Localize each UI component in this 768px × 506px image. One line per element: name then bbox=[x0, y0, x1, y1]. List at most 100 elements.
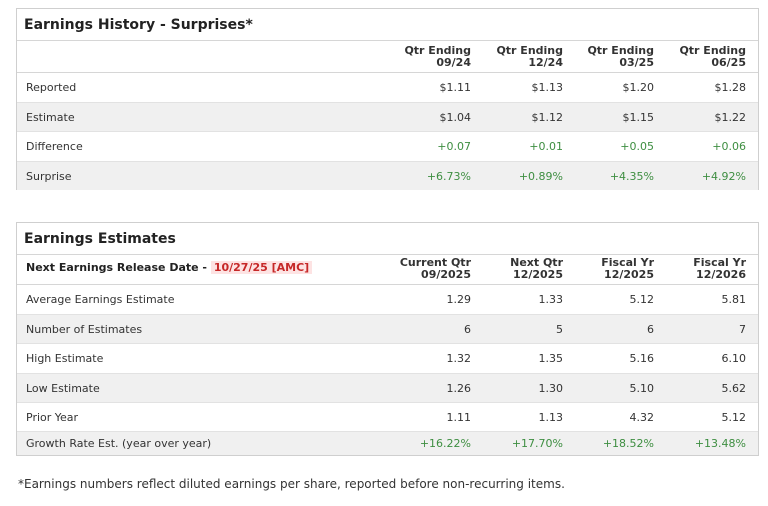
table-cell: $1.13 bbox=[531, 81, 564, 94]
row-divider bbox=[17, 431, 758, 432]
table-cell: +4.35% bbox=[609, 169, 654, 183]
table-cell: $1.20 bbox=[622, 81, 655, 94]
history-col-header-2-line2: 12/24 bbox=[528, 56, 563, 69]
title-divider bbox=[17, 254, 758, 255]
estimates-col-header-1: Current Qtr 09/2025 bbox=[371, 257, 471, 281]
history-col-header-3-line2: 03/25 bbox=[619, 56, 654, 69]
row-divider bbox=[17, 343, 758, 344]
row-divider bbox=[17, 161, 758, 162]
table-row: Growth Rate Est. (year over year) +16.22… bbox=[17, 432, 758, 455]
table-cell: 5.12 bbox=[629, 293, 655, 306]
estimates-col-header-3-line1: Fiscal Yr bbox=[601, 256, 654, 269]
table-cell: 1.13 bbox=[538, 410, 564, 424]
estimates-col-header-4: Fiscal Yr 12/2026 bbox=[646, 257, 746, 281]
table-cell: 1.29 bbox=[446, 293, 472, 306]
row-divider bbox=[17, 102, 758, 103]
row-label: Number of Estimates bbox=[26, 322, 143, 336]
table-row: Average Earnings Estimate 1.29 1.33 5.12… bbox=[17, 285, 758, 314]
header-divider bbox=[17, 284, 758, 285]
row-divider bbox=[17, 314, 758, 315]
table-cell: $1.12 bbox=[531, 110, 564, 124]
table-cell: 4.32 bbox=[629, 410, 655, 424]
estimates-col-header-2-line2: 12/2025 bbox=[513, 268, 563, 281]
row-label: Average Earnings Estimate bbox=[26, 293, 175, 306]
table-row: Number of Estimates 6 5 6 7 bbox=[17, 315, 758, 343]
history-col-header-2-line1: Qtr Ending bbox=[496, 44, 563, 57]
table-cell: 1.26 bbox=[446, 381, 472, 395]
table-cell: +13.48% bbox=[694, 437, 746, 450]
row-label: Difference bbox=[26, 140, 83, 153]
table-row: Surprise +6.73% +0.89% +4.35% +4.92% bbox=[17, 162, 758, 190]
estimates-col-header-4-line2: 12/2026 bbox=[696, 268, 746, 281]
table-cell: 7 bbox=[739, 322, 746, 336]
table-cell: $1.28 bbox=[714, 81, 747, 94]
earnings-estimates-panel: Earnings Estimates Next Earnings Release… bbox=[16, 222, 759, 456]
next-release-date: 10/27/25 [AMC] bbox=[210, 261, 313, 274]
table-cell: 5.16 bbox=[629, 352, 655, 365]
table-row: Reported $1.11 $1.13 $1.20 $1.28 bbox=[17, 73, 758, 102]
history-col-header-1-line1: Qtr Ending bbox=[404, 44, 471, 57]
table-cell: +18.52% bbox=[602, 437, 654, 450]
row-divider bbox=[17, 402, 758, 403]
estimates-col-header-3: Fiscal Yr 12/2025 bbox=[554, 257, 654, 281]
earnings-history-title: Earnings History - Surprises* bbox=[24, 17, 253, 33]
history-col-header-1: Qtr Ending 09/24 bbox=[371, 45, 471, 69]
estimates-col-header-2: Next Qtr 12/2025 bbox=[463, 257, 563, 281]
earnings-estimates-title: Earnings Estimates bbox=[24, 231, 176, 247]
history-col-header-1-line2: 09/24 bbox=[436, 56, 471, 69]
table-cell: 1.35 bbox=[538, 352, 564, 365]
table-cell: $1.04 bbox=[439, 110, 472, 124]
table-cell: +0.89% bbox=[518, 169, 563, 183]
table-cell: +16.22% bbox=[419, 437, 471, 450]
earnings-history-panel: Earnings History - Surprises* Qtr Ending… bbox=[16, 8, 759, 190]
footnote: *Earnings numbers reflect diluted earnin… bbox=[18, 477, 565, 491]
row-label: High Estimate bbox=[26, 352, 104, 365]
table-cell: $1.11 bbox=[439, 81, 472, 94]
next-release-line: Next Earnings Release Date - 10/27/25 [A… bbox=[26, 261, 313, 274]
table-cell: +17.70% bbox=[511, 437, 563, 450]
row-label: Growth Rate Est. (year over year) bbox=[26, 437, 212, 450]
estimates-col-header-1-line1: Current Qtr bbox=[399, 256, 471, 269]
table-cell: 1.33 bbox=[538, 293, 564, 306]
estimates-col-header-1-line2: 09/2025 bbox=[421, 268, 471, 281]
table-cell: +6.73% bbox=[426, 169, 471, 183]
table-cell: +0.05 bbox=[620, 140, 654, 153]
history-col-header-4-line2: 06/25 bbox=[711, 56, 746, 69]
table-row: Estimate $1.04 $1.12 $1.15 $1.22 bbox=[17, 103, 758, 131]
table-cell: +4.92% bbox=[701, 169, 746, 183]
table-cell: 6.10 bbox=[721, 352, 747, 365]
history-col-header-3: Qtr Ending 03/25 bbox=[554, 45, 654, 69]
history-col-header-4-line1: Qtr Ending bbox=[679, 44, 746, 57]
table-row: Prior Year 1.11 1.13 4.32 5.12 bbox=[17, 403, 758, 431]
row-label: Low Estimate bbox=[26, 381, 100, 395]
table-cell: 6 bbox=[464, 322, 471, 336]
table-cell: 5 bbox=[556, 322, 563, 336]
header-divider bbox=[17, 72, 758, 73]
table-row: Difference +0.07 +0.01 +0.05 +0.06 bbox=[17, 132, 758, 161]
history-col-header-4: Qtr Ending 06/25 bbox=[646, 45, 746, 69]
row-label: Prior Year bbox=[26, 410, 79, 424]
table-cell: 1.11 bbox=[446, 410, 472, 424]
table-cell: $1.15 bbox=[622, 110, 655, 124]
table-row: Low Estimate 1.26 1.30 5.10 5.62 bbox=[17, 374, 758, 402]
row-divider bbox=[17, 373, 758, 374]
history-col-header-3-line1: Qtr Ending bbox=[587, 44, 654, 57]
estimates-col-header-3-line2: 12/2025 bbox=[604, 268, 654, 281]
table-cell: 5.81 bbox=[721, 293, 747, 306]
table-row: High Estimate 1.32 1.35 5.16 6.10 bbox=[17, 344, 758, 373]
estimates-col-header-4-line1: Fiscal Yr bbox=[693, 256, 746, 269]
table-cell: 5.10 bbox=[629, 381, 655, 395]
title-divider bbox=[17, 40, 758, 41]
table-cell: 5.12 bbox=[721, 410, 747, 424]
table-cell: $1.22 bbox=[714, 110, 747, 124]
table-cell: 1.30 bbox=[538, 381, 564, 395]
row-label: Surprise bbox=[26, 169, 72, 183]
row-label: Reported bbox=[26, 81, 77, 94]
table-cell: +0.07 bbox=[437, 140, 471, 153]
table-cell: 5.62 bbox=[721, 381, 747, 395]
row-label: Estimate bbox=[26, 110, 75, 124]
history-col-header-2: Qtr Ending 12/24 bbox=[463, 45, 563, 69]
next-release-label: Next Earnings Release Date - bbox=[26, 261, 211, 274]
table-cell: +0.01 bbox=[529, 140, 563, 153]
table-cell: 1.32 bbox=[446, 352, 472, 365]
